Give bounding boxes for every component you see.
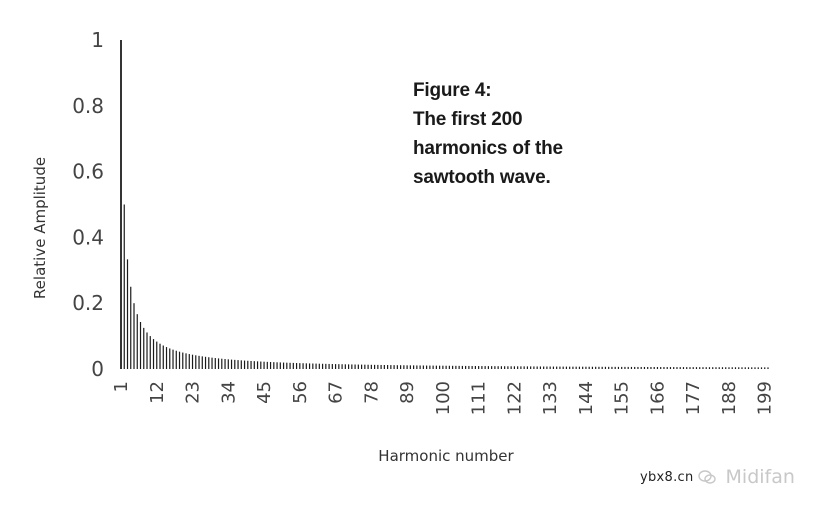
watermark-domain: ybx8.cn (640, 469, 694, 485)
bars-group (120, 40, 769, 369)
y-axis-title: Relative Amplitude (31, 157, 49, 299)
watermark-brand: Midifan (725, 466, 795, 488)
figure-annotation: Figure 4: The first 200 harmonics of the… (413, 76, 613, 192)
annotation-line-2: The first 200 (413, 109, 523, 130)
x-tick-label: 1 (111, 381, 132, 392)
x-tick-label: 67 (326, 381, 347, 404)
y-tick-label: 0.8 (72, 94, 104, 118)
x-tick-label: 45 (254, 381, 275, 404)
annotation-line-1: Figure 4: (413, 80, 492, 101)
annotation-line-4: sawtooth wave. (413, 167, 551, 188)
y-tick-label: 0.4 (72, 225, 104, 249)
watermark: ybx8.cn Midifan (640, 466, 795, 488)
x-tick-label: 188 (719, 381, 740, 415)
y-tick-label: 0 (91, 357, 104, 381)
y-tick-label: 0.2 (72, 291, 104, 315)
x-tick-label: 56 (290, 381, 311, 404)
annotation-line-3: harmonics of the (413, 138, 563, 159)
x-axis-title: Harmonic number (378, 447, 514, 465)
y-tick-label: 0.6 (72, 160, 104, 184)
x-tick-label: 89 (397, 381, 418, 404)
wechat-icon (697, 470, 716, 484)
x-tick-label: 100 (433, 381, 454, 415)
x-tick-label: 12 (147, 381, 168, 404)
x-tick-label: 133 (540, 381, 561, 415)
x-tick-label: 78 (361, 381, 382, 404)
y-tick-label: 1 (91, 28, 104, 52)
x-tick-label: 166 (647, 381, 668, 415)
y-ticks-group: 0 0.2 0.4 0.6 0.8 1 (72, 28, 104, 381)
x-tick-label: 23 (183, 381, 204, 404)
x-tick-label: 177 (683, 381, 704, 415)
x-tick-label: 144 (576, 381, 597, 415)
x-tick-label: 34 (218, 381, 239, 404)
x-tick-label: 199 (755, 381, 776, 415)
x-tick-label: 155 (612, 381, 633, 415)
x-tick-label: 111 (469, 381, 490, 415)
x-tick-label: 122 (504, 381, 525, 415)
x-ticks-group: 1 12 23 34 45 56 67 78 89 100 111 122 133 144 155 166 17… (111, 381, 776, 415)
